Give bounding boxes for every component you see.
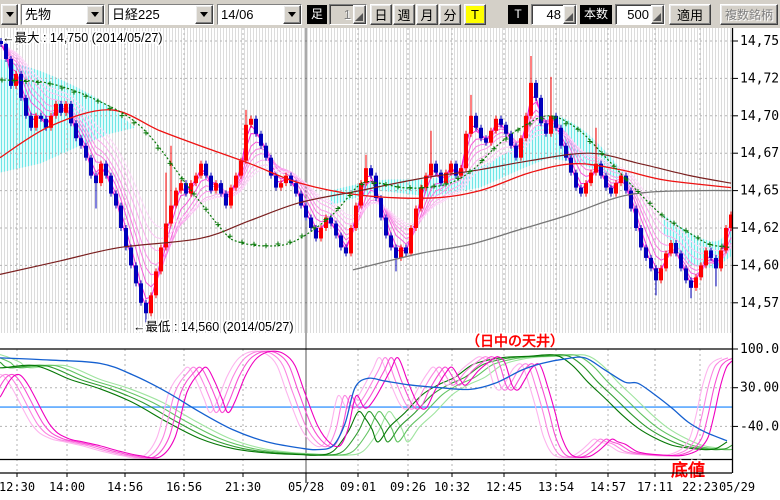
min-price-annotation: ←最低 : 14,560 (2014/05/27) (133, 320, 294, 334)
price-axis-label: 14,750 (740, 34, 780, 49)
rci-blue (0, 356, 728, 451)
osc-axis-label: -40.00 (740, 419, 780, 434)
bar-interval-field: 1 (329, 3, 367, 25)
x-axis-label: 10:32 (434, 480, 470, 494)
spinner-icon[interactable] (563, 4, 576, 24)
divider (18, 3, 20, 25)
tick-count-label: T (508, 4, 528, 24)
market-select-value: 先物 (22, 4, 86, 24)
market-select[interactable]: 先物 (21, 3, 105, 25)
osc-axis-label: 30.00 (740, 381, 779, 396)
candles-layer (0, 38, 732, 323)
rci-pink-3 (0, 350, 723, 459)
max-price-annotation: ←最大 : 14,750 (2014/05/27) (2, 31, 163, 45)
x-axis-label: 12:30 (0, 480, 35, 494)
bar-type-label: 足 (307, 4, 327, 24)
rci-pink-0 (0, 350, 732, 459)
price-axis-label: 14,575 (740, 296, 780, 311)
ma-lines-layer (0, 77, 732, 275)
ma-red (0, 109, 732, 199)
x-axis-label: 12:45 (486, 480, 522, 494)
period-button-week[interactable]: 週 (393, 3, 415, 25)
chevron-down-icon[interactable] (86, 4, 104, 24)
ceiling-annotation: （日中の天井） (466, 333, 564, 349)
spinner-icon (353, 4, 366, 24)
tick-button[interactable]: T (464, 3, 486, 25)
x-axis-label: 09:01 (340, 480, 376, 494)
bar-count-value[interactable]: 500 (627, 6, 649, 22)
bar-count-field[interactable]: 500 (615, 3, 665, 25)
chart-area: ←最大 : 14,750 (2014/05/27) ←最低 : 14,560 (2… (0, 28, 780, 500)
contract-select[interactable]: 14/06 (217, 3, 302, 25)
x-axis-label: 22:23 (682, 480, 718, 494)
chevron-down-icon (5, 11, 14, 17)
x-axis-label: 16:56 (166, 480, 202, 494)
tick-count-value[interactable]: 48 (546, 6, 561, 22)
rci-pink-1 (0, 350, 732, 459)
chevron-down-icon[interactable] (195, 4, 213, 24)
x-axis-label: 13:54 (538, 480, 574, 494)
x-axis-label: 05/28 (288, 480, 324, 494)
x-axis-label: 05/29 (719, 480, 755, 494)
price-axis-label: 14,675 (740, 146, 780, 161)
apply-button[interactable]: 適用 (669, 3, 711, 25)
x-axis-label: 14:56 (107, 480, 143, 494)
osc-axis-label: 100.00 (740, 342, 780, 357)
period-button-day[interactable]: 日 (370, 3, 392, 25)
price-axis-label: 14,625 (740, 221, 780, 236)
chevron-down-icon[interactable] (283, 4, 301, 24)
price-axis-label: 14,650 (740, 184, 780, 199)
x-axis-label: 14:00 (49, 480, 85, 494)
oscillator-panel: 底値 (0, 348, 732, 482)
left-combo-dropdown-button[interactable] (1, 3, 18, 25)
spinner-icon[interactable] (651, 4, 664, 24)
annotations-layer: ←最大 : 14,750 (2014/05/27) ←最低 : 14,560 (2… (1, 30, 566, 351)
bar-count-label: 本数 (580, 4, 612, 24)
ma-gray (352, 189, 732, 271)
price-axis-label: 14,725 (740, 71, 780, 86)
symbol-select[interactable]: 日経225 (108, 3, 214, 25)
x-axis-label: 17:11 (637, 480, 673, 494)
multi-symbol-button: 複数銘柄 (720, 3, 778, 25)
price-axis-label: 14,600 (740, 258, 780, 273)
symbol-select-value: 日経225 (109, 4, 195, 24)
period-button-minute[interactable]: 分 (439, 3, 461, 25)
x-axis-label: 09:26 (390, 480, 426, 494)
rci-green-3 (0, 354, 732, 456)
bar-interval-value: 1 (343, 6, 351, 22)
axes-layer: 14,750 14,725 14,700 14,675 14,650 14,625 14,6… (0, 28, 780, 494)
tick-count-field[interactable]: 48 (531, 3, 577, 25)
ma-green-dotted (0, 79, 732, 249)
rci-pink-2 (0, 350, 729, 459)
period-button-month[interactable]: 月 (416, 3, 438, 25)
oscillator-curves (0, 350, 732, 459)
contract-select-value: 14/06 (218, 4, 283, 24)
x-axis-label: 21:30 (225, 480, 261, 494)
price-axis-label: 14,700 (740, 109, 780, 124)
x-axis-label: 14:57 (590, 480, 626, 494)
price-and-oscillator-chart: ←最大 : 14,750 (2014/05/27) ←最低 : 14,560 (2… (0, 28, 780, 494)
toolbar: 先物 日経225 14/06 足 1 日 週 月 分 T T 48 本数 500 (0, 0, 780, 28)
rci-green-1 (0, 354, 732, 456)
rci-green-0 (0, 354, 728, 456)
bottom-annotation: 底値 (671, 460, 705, 480)
price-panel: ←最大 : 14,750 (2014/05/27) ←最低 : 14,560 (2… (0, 28, 732, 473)
rci-green-2 (0, 354, 732, 456)
